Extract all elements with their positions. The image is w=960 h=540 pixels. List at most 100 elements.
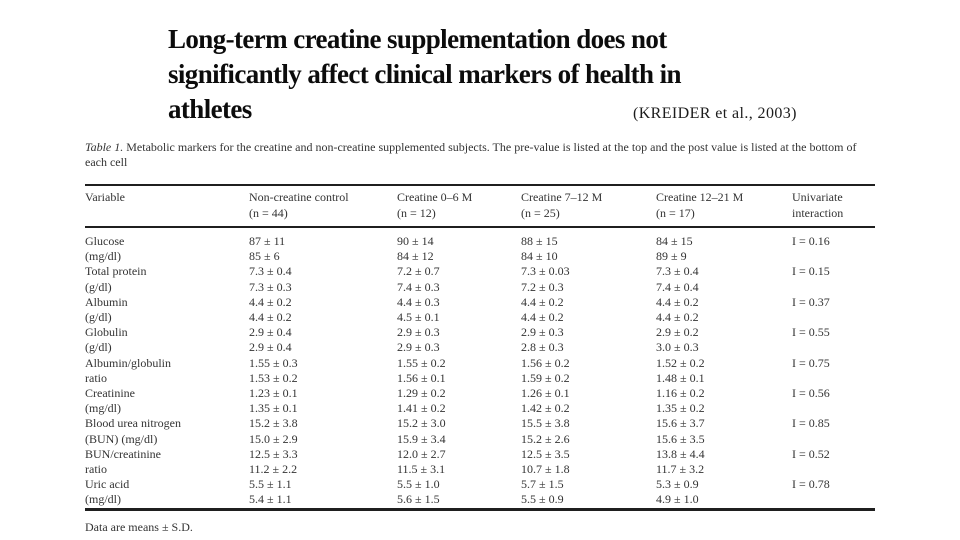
cell-line: 7.3 ± 0.4	[656, 264, 699, 279]
variable-cell: Creatinine (mg/dl)	[85, 386, 249, 416]
cell-line: 90 ± 14	[397, 234, 434, 248]
cell-line: (g/dl)	[85, 279, 112, 294]
cell-line: 12.0 ± 2.7	[397, 446, 446, 461]
cell-line: 7.4 ± 0.3	[397, 279, 440, 294]
univariate-cell: I = 0.56	[792, 386, 875, 416]
table-caption-label: Table 1.	[85, 140, 124, 154]
univariate-cell: I = 0.55	[792, 325, 875, 355]
value-cell: 15.2 ± 3.8 15.0 ± 2.9	[249, 416, 397, 446]
cell-line: Albumin/globulin	[85, 355, 172, 370]
value-cell: 13.8 ± 4.4 11.7 ± 3.2	[656, 447, 792, 477]
table-row: Albumin (g/dl) 4.4 ± 0.2 4.4 ± 0.2 4.4 ± 0.3…	[85, 295, 875, 325]
cell-line: 1.59 ± 0.2	[521, 370, 570, 385]
cell-line: 4.4 ± 0.3	[397, 294, 440, 309]
table-area: Table 1. Metabolic markers for the creat…	[85, 140, 875, 535]
table-row: Glucose (mg/dl) 87 ± 11 85 ± 6 90 ± 14 84 ± 1…	[85, 227, 875, 264]
column-header-line: Variable	[85, 190, 125, 204]
cell-line: 4.4 ± 0.2	[249, 310, 292, 325]
cell-line: 15.5 ± 3.8	[521, 416, 570, 431]
table-caption: Table 1. Metabolic markers for the creat…	[85, 140, 873, 170]
value-cell: 2.9 ± 0.3 2.8 ± 0.3	[521, 325, 656, 355]
cell-line: 88 ± 15	[521, 234, 558, 248]
table-body: Glucose (mg/dl) 87 ± 11 85 ± 6 90 ± 14 84 ± 1…	[85, 227, 875, 509]
value-cell: 12.0 ± 2.7 11.5 ± 3.1	[397, 447, 521, 477]
cell-line: (g/dl)	[85, 310, 112, 325]
cell-line: 5.6 ± 1.5	[397, 492, 440, 507]
cell-line: 11.7 ± 3.2	[656, 462, 705, 477]
cell-line: 7.2 ± 0.3	[521, 279, 564, 294]
cell-line: 5.5 ± 0.9	[521, 492, 564, 507]
value-cell: 15.5 ± 3.8 15.2 ± 2.6	[521, 416, 656, 446]
cell-line: 1.29 ± 0.2	[397, 386, 446, 401]
cell-line: 4.4 ± 0.2	[656, 294, 699, 309]
value-cell: 7.3 ± 0.03 7.2 ± 0.3	[521, 264, 656, 294]
value-cell: 15.2 ± 3.0 15.9 ± 3.4	[397, 416, 521, 446]
column-header-line: Creatine 7–12 M	[521, 190, 603, 204]
value-cell: 87 ± 11 85 ± 6	[249, 227, 397, 264]
cell-line: (mg/dl)	[85, 492, 121, 507]
cell-line: ratio	[85, 462, 107, 477]
cell-line: 7.3 ± 0.4	[249, 264, 292, 279]
cell-line: (g/dl)	[85, 340, 112, 355]
cell-line: 7.3 ± 0.3	[249, 279, 292, 294]
cell-line: (mg/dl)	[85, 249, 121, 264]
column-header-line: Creatine 0–6 M	[397, 190, 473, 204]
cell-line: 4.4 ± 0.2	[521, 310, 564, 325]
variable-cell: Total protein (g/dl)	[85, 264, 249, 294]
cell-line: 2.9 ± 0.4	[249, 340, 292, 355]
table-header: Variable Non-creatine control (n = 44) Crea…	[85, 185, 875, 228]
value-cell: 88 ± 15 84 ± 10	[521, 227, 656, 264]
cell-line: 15.2 ± 3.8	[249, 416, 298, 431]
cell-line: I = 0.16	[792, 234, 830, 248]
cell-line: I = 0.75	[792, 355, 830, 370]
variable-cell: Albumin (g/dl)	[85, 295, 249, 325]
table-footnote: Data are means ± S.D.	[85, 519, 193, 534]
cell-line: 1.52 ± 0.2	[656, 355, 705, 370]
value-cell: 1.23 ± 0.1 1.35 ± 0.1	[249, 386, 397, 416]
cell-line: 1.55 ± 0.3	[249, 355, 298, 370]
table-row: Creatinine (mg/dl) 1.23 ± 0.1 1.35 ± 0.1 1.2…	[85, 386, 875, 416]
table-row: Globulin (g/dl) 2.9 ± 0.4 2.9 ± 0.4 2.9 ± 0.…	[85, 325, 875, 355]
cell-line: I = 0.78	[792, 477, 830, 492]
value-cell: 1.56 ± 0.2 1.59 ± 0.2	[521, 356, 656, 386]
cell-line: 15.6 ± 3.5	[656, 431, 705, 446]
cell-line: 4.4 ± 0.2	[656, 310, 699, 325]
value-cell: 7.3 ± 0.4 7.3 ± 0.3	[249, 264, 397, 294]
title-line: athletes	[168, 94, 252, 124]
value-cell: 5.7 ± 1.5 5.5 ± 0.9	[521, 477, 656, 509]
cell-line: Globulin	[85, 325, 128, 340]
cell-line: I = 0.56	[792, 386, 830, 401]
value-cell: 1.55 ± 0.2 1.56 ± 0.1	[397, 356, 521, 386]
value-cell: 1.16 ± 0.2 1.35 ± 0.2	[656, 386, 792, 416]
header-row: Variable Non-creatine control (n = 44) Crea…	[85, 185, 875, 228]
cell-line: I = 0.52	[792, 446, 830, 461]
cell-line: 5.4 ± 1.1	[249, 492, 292, 507]
cell-line: ratio	[85, 370, 107, 385]
cell-line: 4.5 ± 0.1	[397, 310, 440, 325]
univariate-cell: I = 0.15	[792, 264, 875, 294]
cell-line: 87 ± 11	[249, 234, 286, 248]
title-line: significantly affect clinical markers of…	[168, 59, 682, 89]
univariate-cell: I = 0.37	[792, 295, 875, 325]
table-row: BUN/creatinine ratio 12.5 ± 3.3 11.2 ± 2.2 1…	[85, 447, 875, 477]
cell-line: 1.16 ± 0.2	[656, 386, 705, 401]
cell-line: 11.2 ± 2.2	[249, 462, 298, 477]
value-cell: 2.9 ± 0.3 2.9 ± 0.3	[397, 325, 521, 355]
cell-line: 1.35 ± 0.2	[656, 401, 705, 416]
variable-cell: BUN/creatinine ratio	[85, 447, 249, 477]
cell-line: 1.56 ± 0.2	[521, 355, 570, 370]
value-cell: 84 ± 15 89 ± 9	[656, 227, 792, 264]
value-cell: 5.5 ± 1.1 5.4 ± 1.1	[249, 477, 397, 509]
column-header: Non-creatine control (n = 44)	[249, 185, 397, 228]
page-title: Long-term creatine supplementation does …	[168, 22, 808, 127]
cell-line: 85 ± 6	[249, 249, 280, 264]
cell-line: 15.6 ± 3.7	[656, 416, 705, 431]
cell-line: I = 0.85	[792, 416, 830, 431]
cell-line: 5.3 ± 0.9	[656, 477, 699, 492]
cell-line: 15.2 ± 2.6	[521, 431, 570, 446]
metabolic-markers-table: Variable Non-creatine control (n = 44) Crea…	[85, 184, 875, 511]
cell-line: 2.9 ± 0.3	[397, 325, 440, 340]
variable-cell: Uric acid (mg/dl)	[85, 477, 249, 509]
cell-line: 1.26 ± 0.1	[521, 386, 570, 401]
